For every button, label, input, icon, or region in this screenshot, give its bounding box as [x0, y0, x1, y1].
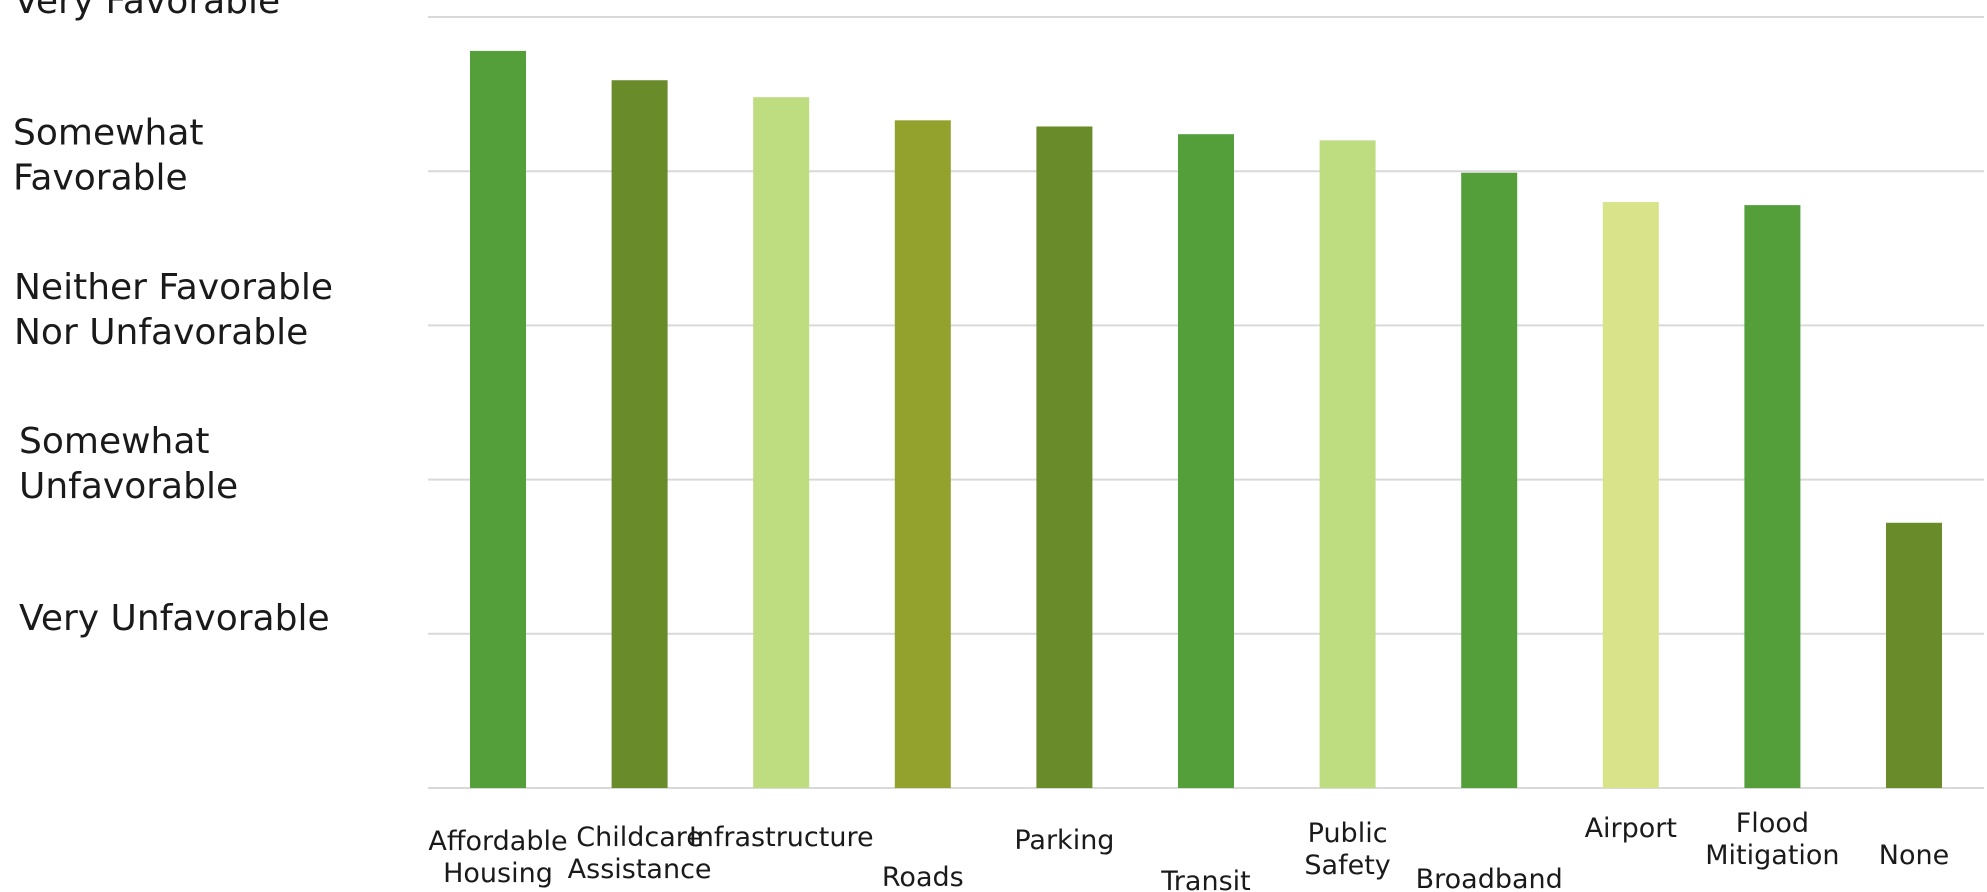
y-tick-label: Very Favorable	[14, 0, 280, 22]
bar	[1602, 202, 1659, 789]
y-tick-label: Neither Favorable Nor Unfavorable	[14, 267, 333, 353]
x-tick-label: Public Safety	[1304, 818, 1390, 881]
y-tick-label: Somewhat Favorable	[13, 113, 204, 199]
x-tick-label: None	[1879, 840, 1949, 871]
x-tick-label: Affordable Housing	[428, 826, 567, 889]
bar	[1886, 522, 1942, 788]
bar	[753, 97, 810, 788]
x-tick-label: Infrastructure	[689, 822, 874, 853]
bar	[1744, 205, 1801, 788]
x-tick-label: Roads	[882, 862, 964, 892]
bar	[1319, 140, 1376, 789]
bar	[470, 50, 526, 788]
bar	[1036, 126, 1093, 789]
y-axis-labels: Very Unfavorable Somewhat Unfavorable Neith…	[13, 0, 333, 639]
x-tick-label: Transit	[1160, 866, 1250, 892]
x-tick-label: Airport	[1585, 813, 1677, 844]
bar	[894, 120, 951, 788]
x-tick-label: Parking	[1014, 825, 1114, 856]
y-tick-label: Very Unfavorable	[19, 598, 330, 639]
bar	[611, 80, 668, 789]
bar	[1178, 134, 1234, 788]
bars	[470, 50, 1942, 789]
bar	[1461, 172, 1518, 788]
x-tick-label: Flood Mitigation	[1705, 808, 1839, 871]
y-tick-label: Somewhat Unfavorable	[19, 421, 238, 507]
x-tick-label: Broadband	[1416, 864, 1563, 892]
x-tick-label: Childcare Assistance	[568, 822, 712, 885]
